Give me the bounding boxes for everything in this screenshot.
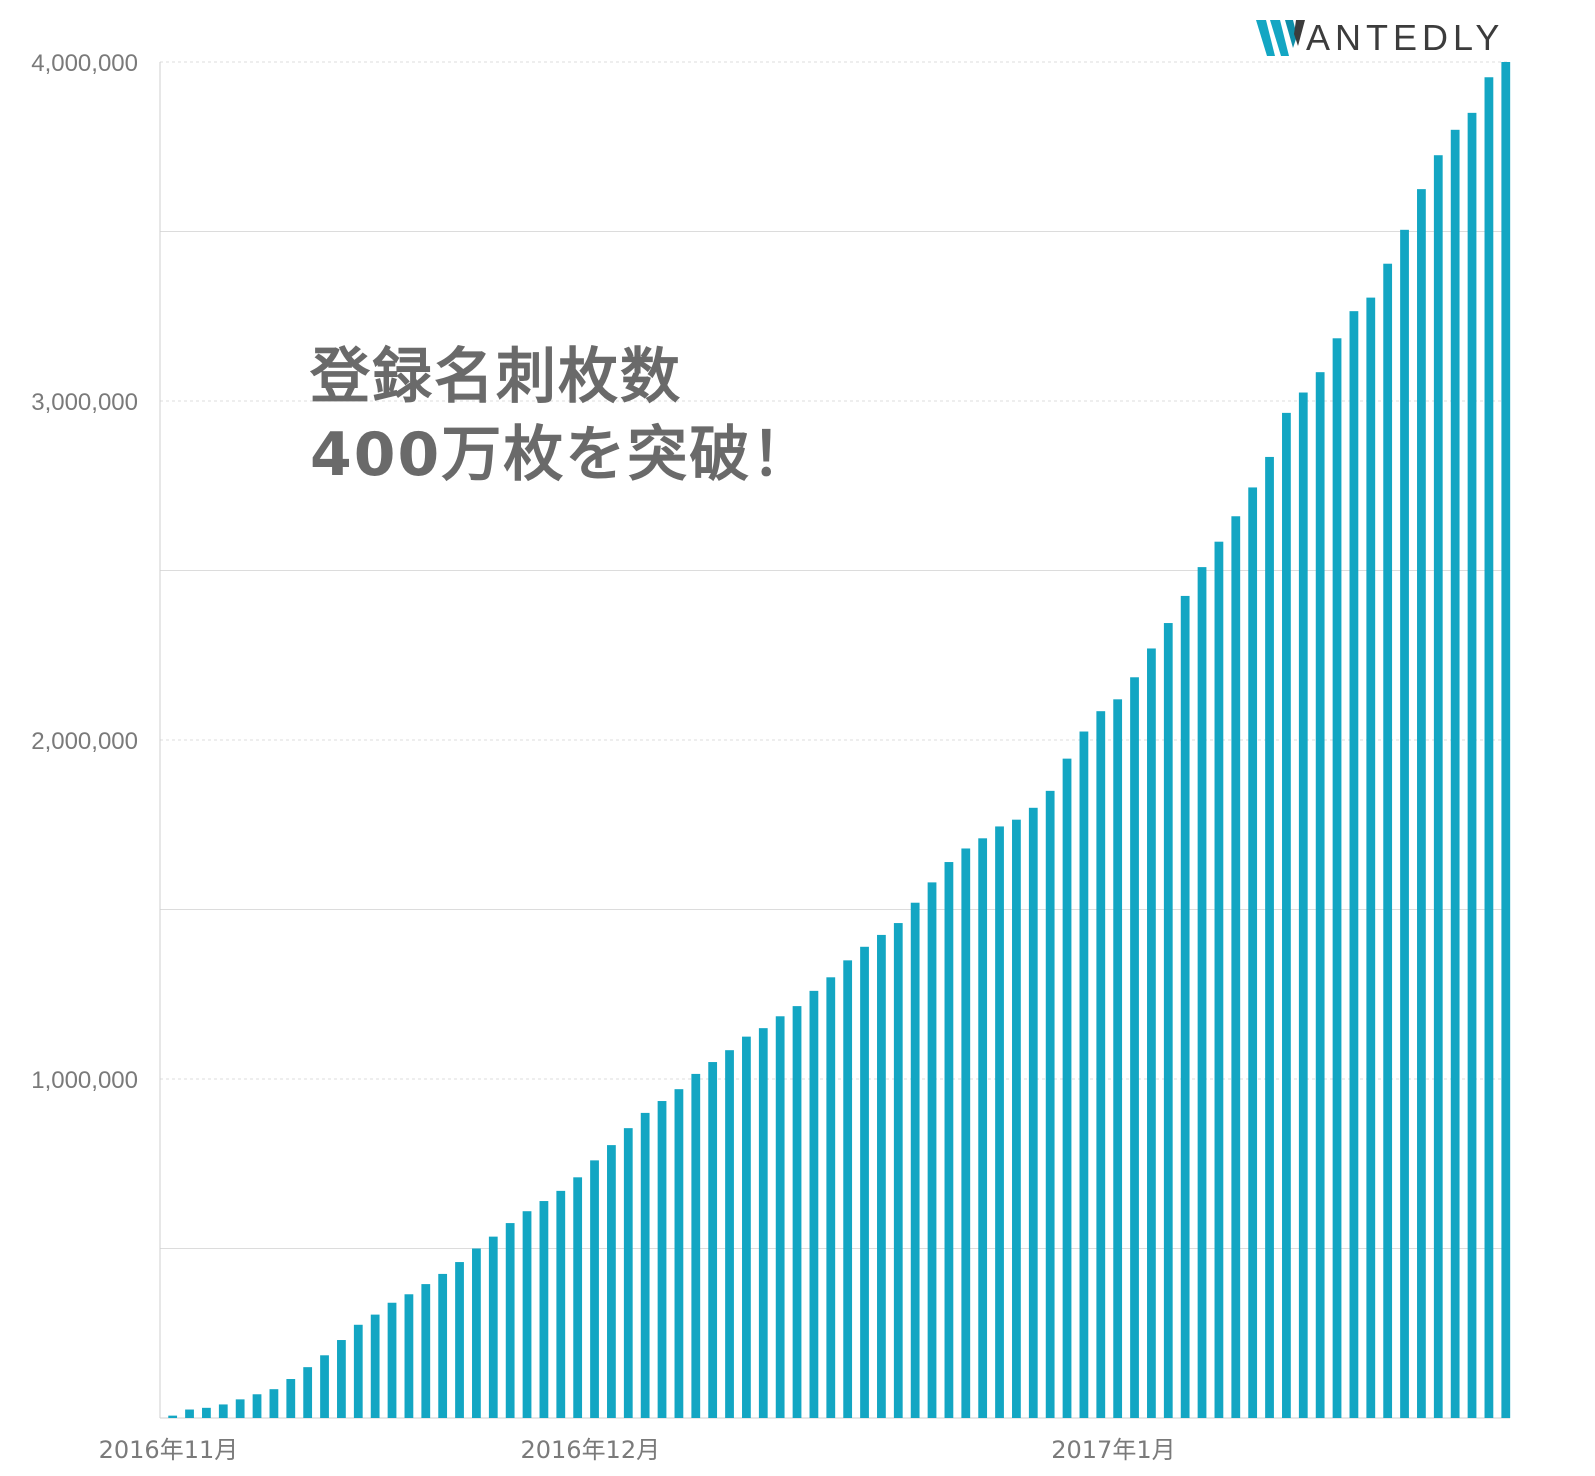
bar [623, 1128, 633, 1418]
bar [235, 1399, 245, 1418]
bar [1045, 790, 1055, 1418]
bar [1383, 263, 1393, 1419]
bar [1484, 77, 1494, 1418]
bar [978, 838, 988, 1418]
bar [1028, 807, 1038, 1418]
bar [590, 1160, 599, 1418]
bar [995, 826, 1004, 1418]
bar [758, 1028, 768, 1418]
bar [691, 1073, 701, 1418]
bar [657, 1101, 667, 1418]
headline-line-1: 登録名刺枚数 [310, 342, 682, 412]
bar [1433, 155, 1443, 1419]
x-tick-label: 2017年1月 [1051, 1436, 1175, 1464]
bar [573, 1177, 583, 1418]
bar [1062, 758, 1072, 1418]
bar [404, 1294, 414, 1418]
bar [843, 960, 853, 1418]
bar [961, 848, 971, 1418]
bar [1197, 567, 1207, 1418]
bar [1467, 112, 1477, 1419]
bar [438, 1273, 448, 1418]
bar [1332, 338, 1342, 1418]
bar [742, 1036, 751, 1419]
bar [1012, 819, 1021, 1418]
bar [1298, 392, 1308, 1418]
bar [202, 1407, 211, 1418]
bar [488, 1236, 498, 1418]
y-tick-label: 4,000,000 [31, 50, 138, 77]
bar [1214, 541, 1224, 1418]
headline-line-2: 400万枚を突破！ [310, 420, 814, 490]
bar [1349, 311, 1359, 1418]
brand-name: ANTEDLY [1306, 17, 1505, 58]
bar [1248, 487, 1258, 1418]
bar [421, 1284, 431, 1418]
bar [303, 1367, 313, 1418]
bar [252, 1394, 262, 1418]
bar [269, 1389, 279, 1418]
bar [1079, 731, 1089, 1418]
bar [708, 1062, 718, 1418]
bar [910, 902, 920, 1418]
bars [168, 62, 1511, 1419]
bar [1231, 516, 1241, 1418]
bar [1163, 623, 1173, 1418]
bar [522, 1211, 532, 1418]
bar [1501, 62, 1511, 1418]
bar [1096, 711, 1106, 1418]
bar [353, 1324, 363, 1418]
x-tick-labels: 2016年11月 2016年12月 2017年1月 [99, 1436, 1176, 1464]
bar [539, 1201, 549, 1418]
bar [1113, 699, 1123, 1418]
wantedly-logo: ANTEDLY [1256, 16, 1504, 60]
bar [472, 1248, 481, 1418]
bar [455, 1262, 464, 1418]
bar [1450, 129, 1460, 1418]
x-tick-label: 2016年11月 [99, 1436, 239, 1464]
bar [725, 1050, 734, 1418]
bar [505, 1223, 515, 1418]
bar [1400, 229, 1409, 1418]
bar [1315, 372, 1325, 1419]
bar [1265, 456, 1274, 1418]
wantedly-w-icon [1256, 20, 1305, 56]
bar [775, 1016, 785, 1418]
x-tick-label: 2016年12月 [520, 1436, 660, 1464]
bar [320, 1355, 329, 1418]
bar [860, 946, 869, 1418]
y-tick-label: 1,000,000 [31, 1067, 138, 1094]
y-tick-label: 3,000,000 [31, 389, 138, 416]
bar [944, 862, 954, 1418]
y-tick-labels: 1,000,000 2,000,000 3,000,000 4,000,000 [31, 50, 138, 1094]
bar [1366, 297, 1376, 1418]
bar [168, 1415, 178, 1418]
bar [387, 1302, 397, 1418]
bar [607, 1145, 616, 1418]
bar [809, 990, 819, 1418]
headline: 登録名刺枚数 400万枚を突破！ [310, 338, 813, 494]
bar [185, 1409, 194, 1418]
bar [370, 1314, 380, 1418]
bar [286, 1379, 296, 1418]
bar [218, 1404, 228, 1418]
bar [1282, 412, 1291, 1418]
bar [927, 882, 937, 1418]
bar [792, 1006, 802, 1418]
bar [826, 977, 836, 1418]
bar [1180, 595, 1190, 1418]
bar [893, 923, 903, 1418]
bar [640, 1112, 650, 1418]
bar [1147, 648, 1156, 1418]
bar [556, 1190, 566, 1418]
gridlines [160, 61, 1510, 1249]
bar [674, 1089, 684, 1418]
y-tick-label: 2,000,000 [31, 728, 138, 755]
bar [1130, 677, 1139, 1418]
bar [1417, 189, 1426, 1419]
bar [877, 934, 886, 1418]
bar [337, 1340, 346, 1418]
